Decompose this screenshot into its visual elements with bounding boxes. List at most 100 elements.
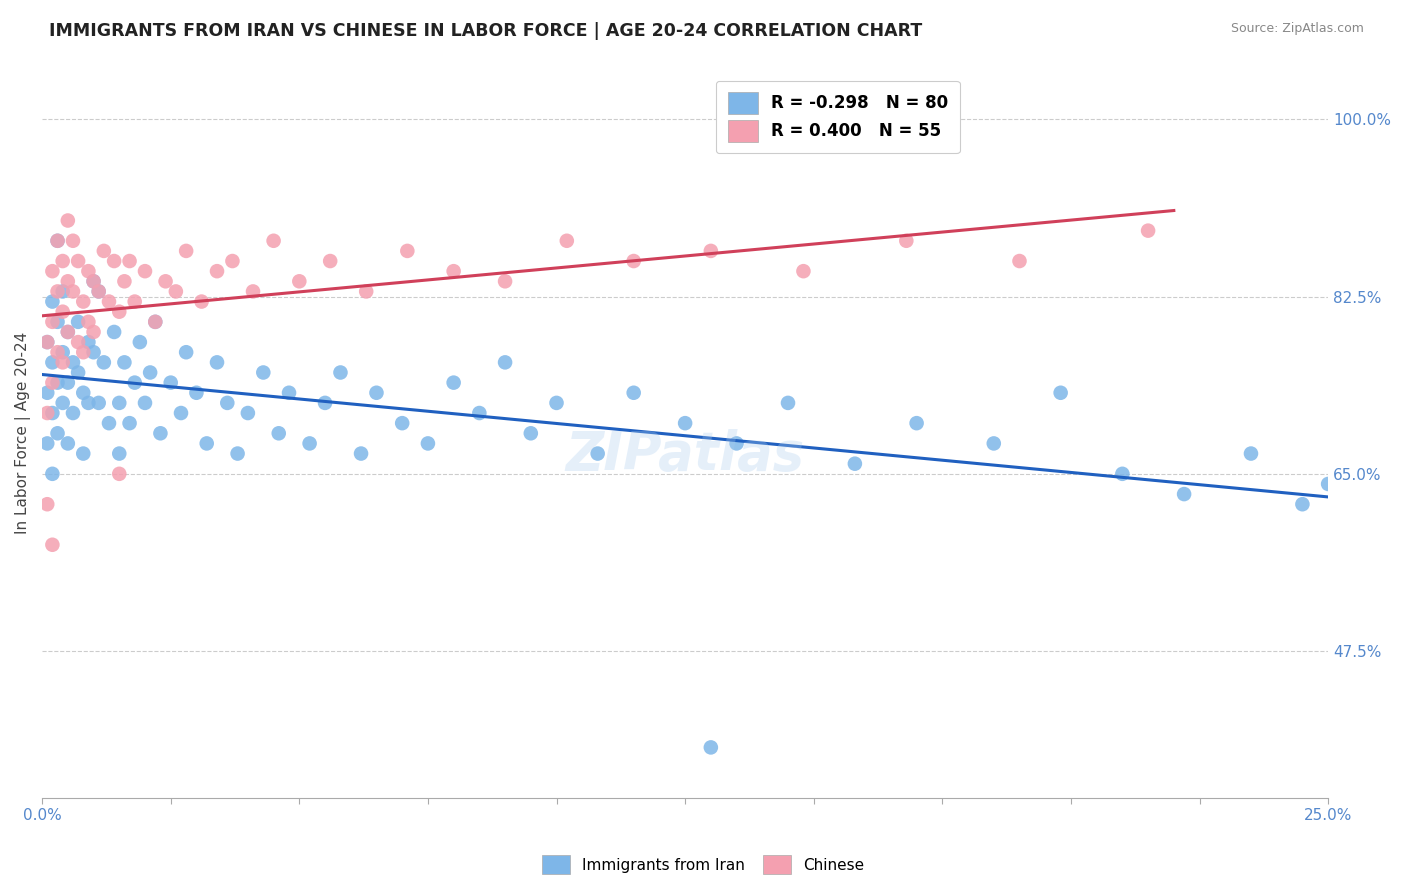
Point — [391, 416, 413, 430]
Point — [77, 396, 100, 410]
Point — [1111, 467, 1133, 481]
Point — [67, 254, 90, 268]
Point — [112, 274, 135, 288]
Point — [159, 376, 181, 390]
Point — [67, 315, 90, 329]
Point — [520, 426, 543, 441]
Point — [263, 234, 285, 248]
Point — [329, 366, 352, 380]
Point — [108, 446, 131, 460]
Point — [205, 264, 228, 278]
Point — [77, 315, 100, 329]
Point — [56, 213, 79, 227]
Point — [298, 436, 321, 450]
Point — [52, 396, 75, 410]
Point — [41, 294, 63, 309]
Point — [46, 234, 69, 248]
Point — [776, 396, 799, 410]
Point — [56, 376, 79, 390]
Point — [118, 416, 141, 430]
Point — [62, 355, 84, 369]
Point — [41, 376, 63, 390]
Point — [93, 244, 115, 258]
Point — [46, 315, 69, 329]
Point — [217, 396, 239, 410]
Point — [37, 497, 59, 511]
Point — [165, 285, 187, 299]
Point — [118, 254, 141, 268]
Point — [62, 285, 84, 299]
Point — [56, 325, 79, 339]
Point — [236, 406, 259, 420]
Point — [87, 285, 110, 299]
Point — [83, 274, 105, 288]
Point — [1291, 497, 1313, 511]
Point — [1240, 446, 1263, 460]
Point — [242, 285, 264, 299]
Point — [103, 254, 125, 268]
Point — [67, 335, 90, 350]
Point — [77, 335, 100, 350]
Point — [41, 355, 63, 369]
Point — [288, 274, 311, 288]
Point — [98, 416, 121, 430]
Point — [83, 345, 105, 359]
Point — [844, 457, 866, 471]
Point — [205, 355, 228, 369]
Point — [149, 426, 172, 441]
Point — [221, 254, 243, 268]
Point — [174, 345, 197, 359]
Point — [46, 426, 69, 441]
Point — [1008, 254, 1031, 268]
Point — [155, 274, 177, 288]
Point — [72, 446, 94, 460]
Point — [983, 436, 1005, 450]
Point — [52, 345, 75, 359]
Point — [354, 285, 377, 299]
Point — [37, 436, 59, 450]
Point — [700, 740, 723, 755]
Point — [586, 446, 609, 460]
Point — [252, 366, 274, 380]
Point — [174, 244, 197, 258]
Point — [396, 244, 419, 258]
Point — [87, 396, 110, 410]
Point — [41, 538, 63, 552]
Point — [792, 264, 814, 278]
Point — [41, 467, 63, 481]
Point — [416, 436, 439, 450]
Point — [103, 325, 125, 339]
Point — [72, 385, 94, 400]
Point — [139, 366, 162, 380]
Point — [673, 416, 696, 430]
Point — [1317, 477, 1340, 491]
Point — [186, 385, 208, 400]
Point — [725, 436, 748, 450]
Point — [52, 285, 75, 299]
Point — [128, 335, 150, 350]
Point — [143, 315, 166, 329]
Point — [46, 345, 69, 359]
Point — [93, 355, 115, 369]
Point — [195, 436, 218, 450]
Point — [134, 396, 156, 410]
Point — [546, 396, 568, 410]
Point — [314, 396, 336, 410]
Point — [143, 315, 166, 329]
Point — [1049, 385, 1071, 400]
Point — [124, 294, 146, 309]
Point — [56, 325, 79, 339]
Point — [46, 285, 69, 299]
Text: IMMIGRANTS FROM IRAN VS CHINESE IN LABOR FORCE | AGE 20-24 CORRELATION CHART: IMMIGRANTS FROM IRAN VS CHINESE IN LABOR… — [49, 22, 922, 40]
Point — [319, 254, 342, 268]
Point — [366, 385, 388, 400]
Point — [468, 406, 491, 420]
Point — [112, 355, 135, 369]
Legend: Immigrants from Iran, Chinese: Immigrants from Iran, Chinese — [536, 849, 870, 880]
Point — [350, 446, 373, 460]
Point — [41, 264, 63, 278]
Point — [52, 355, 75, 369]
Point — [494, 355, 516, 369]
Point — [190, 294, 212, 309]
Point — [226, 446, 249, 460]
